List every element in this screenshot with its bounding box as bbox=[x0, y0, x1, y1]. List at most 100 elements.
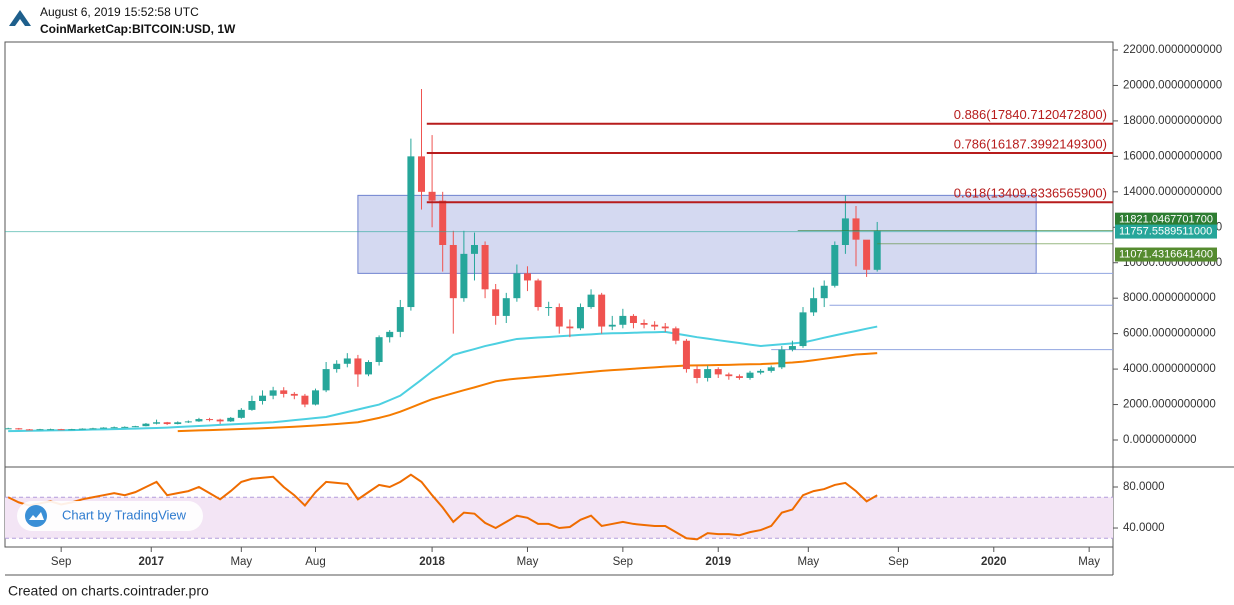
candle-body bbox=[619, 315, 627, 325]
candle-body bbox=[25, 429, 33, 431]
moving-average bbox=[8, 325, 878, 433]
candle-body bbox=[184, 421, 192, 423]
candle-body bbox=[227, 417, 235, 422]
candle-body bbox=[555, 307, 563, 327]
price-tag bbox=[1115, 224, 1217, 239]
price-tag-label: 11071.4316641400 bbox=[1119, 248, 1213, 260]
candle-body bbox=[608, 324, 616, 327]
candle-body bbox=[873, 230, 881, 270]
fib-label: 0.886(17840.7120472800) bbox=[954, 107, 1107, 122]
candle-body bbox=[820, 285, 828, 299]
logo bbox=[9, 10, 31, 26]
candle-body bbox=[153, 422, 161, 424]
candle-body bbox=[714, 369, 722, 375]
candle-body bbox=[725, 374, 733, 377]
candle-body bbox=[386, 331, 394, 338]
x-tick-label: Sep bbox=[888, 556, 908, 568]
candle-body bbox=[333, 363, 341, 370]
x-tick-label: May bbox=[797, 556, 819, 568]
candle-body bbox=[36, 429, 44, 431]
candle-body bbox=[428, 191, 436, 201]
candle-body bbox=[513, 273, 521, 299]
candle-body bbox=[534, 280, 542, 308]
candle-body bbox=[672, 328, 680, 341]
price-tag bbox=[1115, 247, 1217, 262]
candle-body bbox=[566, 326, 574, 329]
watermark-text: Chart by TradingView bbox=[62, 507, 187, 522]
candle-body bbox=[216, 419, 224, 422]
y-tick-label: 4000.0000000000 bbox=[1123, 363, 1216, 375]
candle-body bbox=[799, 312, 807, 347]
y-tick-label: 0.0000000000 bbox=[1123, 434, 1197, 446]
plot-frame bbox=[4, 41, 1114, 548]
zone bbox=[357, 194, 1037, 274]
candle-body bbox=[651, 324, 659, 327]
candle-body bbox=[439, 200, 447, 245]
candle-body bbox=[15, 428, 23, 430]
candle-body bbox=[375, 337, 383, 362]
candle-body bbox=[523, 273, 531, 281]
candle-body bbox=[195, 419, 203, 422]
candle-body bbox=[354, 358, 362, 375]
x-tick-label: 2018 bbox=[419, 556, 445, 568]
y-tick-label: 6000.0000000000 bbox=[1123, 328, 1216, 340]
x-tick-label: 2020 bbox=[981, 556, 1007, 568]
fib-label: 0.618(13409.8336565900) bbox=[954, 186, 1107, 201]
candle-body bbox=[629, 315, 637, 323]
candle-body bbox=[259, 395, 267, 402]
x-tick-label: Sep bbox=[613, 556, 633, 568]
candle-body bbox=[322, 369, 330, 391]
candle-body bbox=[587, 294, 595, 308]
x-tick-label: May bbox=[1078, 556, 1100, 568]
candle-body bbox=[365, 361, 373, 375]
candle-body bbox=[280, 390, 288, 394]
candle-body bbox=[704, 369, 712, 378]
candle-body bbox=[502, 298, 510, 316]
candle-body bbox=[640, 322, 648, 325]
candle-body bbox=[343, 358, 351, 364]
y-tick-label: 20000.0000000000 bbox=[1123, 79, 1222, 91]
header-date: August 6, 2019 15:52:58 UTC bbox=[40, 5, 199, 19]
candle-body bbox=[301, 395, 309, 405]
x-tick-label: 2019 bbox=[705, 556, 731, 568]
candle-body bbox=[810, 298, 818, 313]
y-tick-label: 40.0000 bbox=[1123, 522, 1165, 534]
candle-body bbox=[661, 326, 669, 329]
rsi-line bbox=[7, 473, 878, 541]
candle-body bbox=[121, 426, 129, 428]
footer: Created on charts.cointrader.pro bbox=[8, 583, 209, 599]
candle-body bbox=[206, 419, 214, 421]
y-tick-label: 8000.0000000000 bbox=[1123, 292, 1216, 304]
candle-body bbox=[863, 239, 871, 270]
candle-body bbox=[248, 401, 256, 410]
candle-body bbox=[100, 427, 108, 429]
candle-body bbox=[237, 409, 245, 418]
candle-body bbox=[778, 349, 786, 368]
candle-body bbox=[682, 340, 690, 370]
candle-body bbox=[852, 218, 860, 240]
candle-body bbox=[545, 307, 553, 309]
y-tick-label: 22000.0000000000 bbox=[1123, 44, 1222, 56]
candle-body bbox=[174, 422, 182, 425]
y-tick-label: 2000.0000000000 bbox=[1123, 399, 1216, 411]
x-tick-label: Aug bbox=[305, 556, 325, 568]
candle-body bbox=[47, 429, 55, 431]
price-tag bbox=[1115, 212, 1217, 227]
candle-body bbox=[767, 367, 775, 371]
y-tick-label: 14000.0000000000 bbox=[1123, 186, 1222, 198]
candle-body bbox=[788, 346, 796, 350]
x-tick-label: May bbox=[517, 556, 539, 568]
candle-body bbox=[78, 428, 86, 430]
candle-body bbox=[492, 289, 500, 316]
candle-body bbox=[757, 370, 765, 373]
candle-body bbox=[110, 427, 118, 429]
x-tick-label: Sep bbox=[51, 556, 71, 568]
candle-body bbox=[131, 426, 139, 428]
y-tick-label: 18000.0000000000 bbox=[1123, 115, 1222, 127]
fib-label: 0.786(16187.3992149300) bbox=[954, 136, 1107, 151]
price-tag-label: 11757.5589511000 bbox=[1119, 225, 1212, 237]
candle-body bbox=[449, 244, 457, 299]
candle-body bbox=[576, 307, 584, 329]
price-tag-label: 11821.0467701700 bbox=[1119, 214, 1213, 226]
